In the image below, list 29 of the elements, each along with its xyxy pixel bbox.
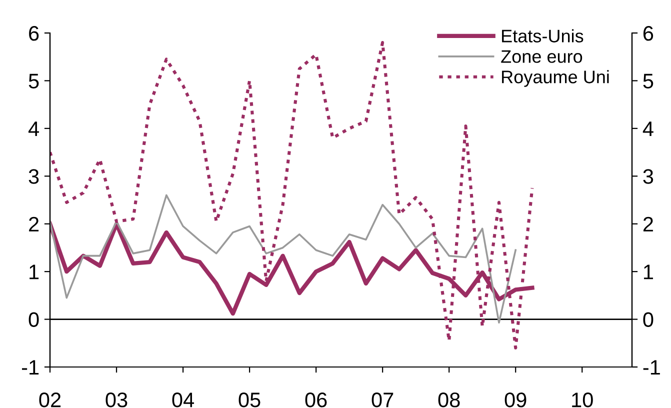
y2-tick-label: 4	[642, 122, 654, 136]
y-tick-label: 5	[28, 74, 39, 88]
x-tick-label: 05	[238, 392, 260, 408]
y-tick-label: 0	[28, 312, 39, 328]
y2-tick-label: 1	[644, 264, 653, 280]
y-tick-label: 3	[28, 169, 39, 184]
legend-label: Etats-Unis	[502, 29, 584, 42]
y2-tick-label: 0	[643, 312, 654, 328]
x-tick-label: 06	[305, 392, 327, 408]
y-tick-label: -1	[22, 360, 39, 375]
y2-tick-label: 6	[643, 26, 654, 41]
legend-label: Zone euro	[501, 50, 582, 63]
x-tick-label: 08	[438, 392, 460, 408]
x-tick-label: 04	[172, 392, 194, 408]
y-tick-label: 6	[29, 26, 39, 41]
y2-tick-label: 3	[643, 169, 654, 184]
legend-label: Royaume Uni	[502, 70, 609, 87]
y2-tick-label: 2	[643, 216, 653, 232]
x-tick-label: 07	[372, 392, 394, 408]
y-tick-label: 2	[29, 216, 39, 232]
x-tick-label: 10	[572, 392, 593, 408]
y2-tick-label: -1	[643, 360, 660, 375]
y2-tick-label: 5	[643, 74, 654, 88]
x-tick-label: 09	[504, 392, 526, 408]
line-series	[50, 194, 517, 324]
x-tick-label: 03	[106, 392, 128, 408]
y-tick-label: 4	[28, 122, 39, 136]
x-tick-label: 02	[39, 392, 61, 408]
y-tick-label: 1	[30, 264, 39, 280]
